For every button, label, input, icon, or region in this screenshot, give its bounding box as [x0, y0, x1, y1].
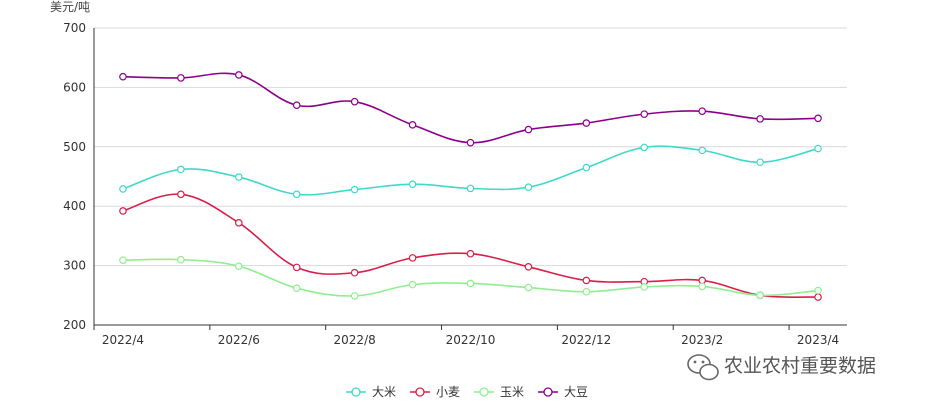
data-point [582, 119, 591, 127]
wechat-icon [687, 354, 719, 381]
data-point [350, 268, 359, 277]
legend-label: 大豆 [564, 385, 588, 399]
data-point [177, 255, 185, 264]
data-point [640, 283, 649, 291]
data-point [814, 144, 822, 153]
legend-label: 大米 [372, 385, 396, 399]
legend-label: 玉米 [500, 385, 524, 399]
y-tick-label: 600 [63, 80, 86, 94]
x-tick-label: 2022/12 [561, 333, 611, 347]
data-point [235, 262, 243, 270]
axis-layer: 200 300 400 500 600 700 2022/4 2022/6 2022/8 2022… [63, 21, 847, 347]
data-point [640, 143, 649, 152]
series-line [122, 258, 819, 297]
x-tick-label: 2022/10 [446, 333, 496, 347]
data-point [756, 115, 764, 123]
data-point [814, 286, 822, 295]
data-point [350, 185, 359, 194]
series-4 [119, 71, 822, 147]
data-point [582, 163, 591, 172]
legend-marker [351, 387, 361, 397]
y-tick-label: 200 [63, 318, 86, 332]
data-point [466, 138, 475, 147]
data-point [408, 254, 417, 262]
data-point [235, 71, 243, 79]
watermark-text: 农业农村重要数据 [724, 355, 876, 377]
series-2 [119, 190, 822, 301]
data-point [350, 292, 359, 300]
legend-marker [479, 387, 489, 397]
data-point [408, 121, 417, 129]
data-point [582, 287, 591, 296]
data-point [119, 72, 127, 81]
data-point [756, 291, 764, 300]
data-point [466, 249, 475, 258]
data-point [814, 293, 822, 301]
data-point [698, 282, 706, 291]
y-tick-label: 500 [63, 140, 86, 154]
data-point [235, 173, 243, 181]
x-tick-label: 2022/6 [218, 333, 260, 347]
data-point [756, 158, 764, 167]
data-point [119, 256, 127, 265]
data-point [524, 125, 533, 134]
data-point [177, 74, 185, 82]
legend-label: 小麦 [436, 385, 460, 399]
series-1 [119, 143, 822, 199]
data-point [292, 101, 301, 110]
data-point [698, 107, 706, 115]
data-point [292, 284, 301, 292]
data-point [350, 97, 359, 106]
data-point [640, 110, 649, 118]
legend-item[interactable]: 小麦 [410, 385, 460, 399]
legend[interactable]: 大米 小麦 玉米 大豆 [346, 385, 588, 399]
data-point [235, 219, 243, 227]
series-line [122, 72, 819, 144]
x-tick-label: 2023/4 [797, 333, 839, 347]
x-tick-label: 2023/2 [681, 333, 723, 347]
data-point [524, 183, 533, 191]
x-tick-label: 2022/8 [334, 333, 376, 347]
data-point [119, 185, 127, 193]
data-point [524, 262, 533, 271]
data-point [408, 280, 417, 289]
legend-item[interactable]: 大米 [346, 385, 396, 399]
legend-item[interactable]: 大豆 [538, 385, 588, 399]
series-layer [119, 71, 822, 301]
data-point [524, 283, 533, 292]
data-point [814, 114, 822, 123]
y-tick-label: 300 [63, 259, 86, 273]
data-point [119, 207, 127, 215]
series-3 [119, 255, 822, 300]
data-point [292, 190, 301, 199]
data-point [177, 165, 185, 174]
legend-marker [543, 387, 553, 397]
y-tick-label: 400 [63, 199, 86, 213]
data-point [466, 184, 475, 193]
y-tick-label: 700 [63, 21, 86, 35]
data-point [408, 180, 417, 189]
legend-marker [415, 387, 425, 397]
data-point [292, 263, 301, 272]
data-point [466, 279, 475, 288]
data-point [177, 190, 185, 199]
legend-item[interactable]: 玉米 [474, 385, 524, 399]
y-axis-unit-label: 美元/吨 [50, 0, 90, 14]
x-tick-label: 2022/4 [102, 333, 144, 347]
data-point [582, 276, 591, 285]
data-point [698, 146, 706, 155]
watermark: 农业农村重要数据 [687, 354, 876, 381]
